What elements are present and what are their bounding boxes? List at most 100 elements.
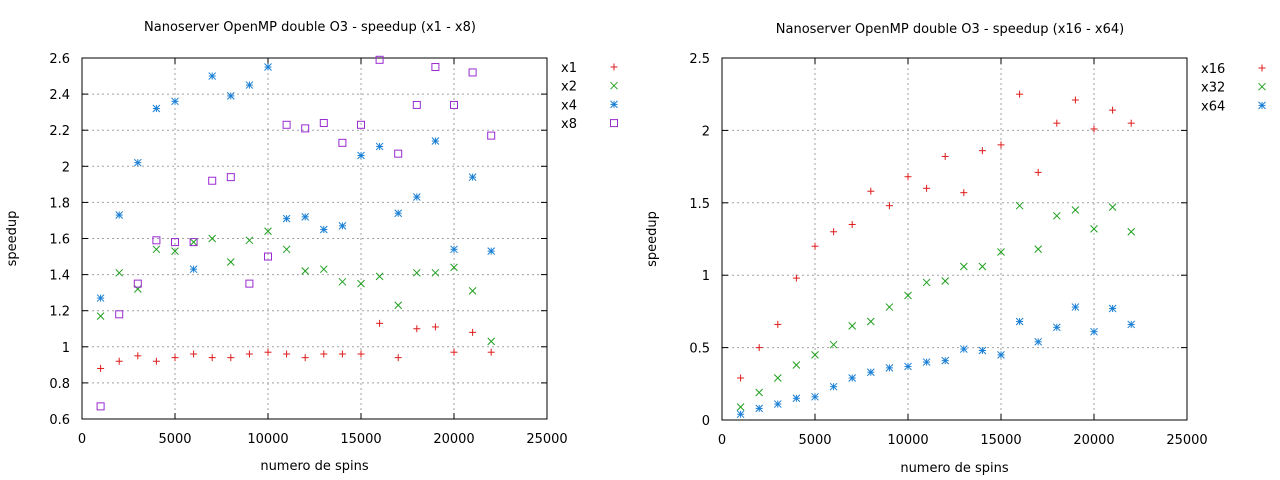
data-point-x8 (245, 279, 254, 288)
data-point-x2 (319, 265, 328, 274)
data-point-x32 (811, 350, 819, 359)
data-point-x4 (208, 72, 217, 80)
data-point-x32 (866, 317, 875, 326)
data-point-x4 (152, 104, 161, 113)
data-point-x8 (431, 63, 440, 72)
y-tick-label: 0 (702, 414, 710, 429)
data-point-x2 (171, 247, 179, 255)
legend-marker-x1 (610, 63, 618, 71)
y-tick-label: 0.8 (49, 377, 70, 392)
data-point-x64 (1071, 303, 1080, 311)
data-point-x16 (978, 147, 986, 155)
data-point-x16 (811, 242, 819, 250)
series-x16 (737, 90, 1135, 382)
data-point-x8 (394, 149, 403, 158)
data-point-x16 (1071, 96, 1079, 104)
x-axis-label: numero de spins (900, 461, 1009, 476)
x-tick-label: 15000 (340, 432, 381, 447)
data-point-x1 (338, 350, 346, 358)
data-point-x2 (301, 267, 310, 275)
chart-title: Nanoserver OpenMP double O3 - speedup (x… (776, 22, 1124, 37)
data-point-x2 (450, 263, 458, 272)
data-point-x32 (1127, 227, 1136, 236)
data-point-x4 (338, 222, 347, 230)
y-tick-label: 1.6 (49, 233, 70, 248)
chart-left: 0 5000 10000 15000 20000 25000 0.6 0.8 1 1.2 1.4 1.… (5, 20, 618, 474)
data-point-x64 (885, 364, 894, 372)
data-point-x1 (431, 323, 439, 331)
x-tick-label: 0 (78, 432, 86, 447)
data-point-x32 (904, 291, 912, 300)
data-point-x2 (282, 245, 291, 254)
data-point-x16 (904, 173, 912, 181)
data-point-x8 (264, 252, 272, 261)
data-point-x1 (97, 364, 105, 372)
data-point-x64 (1090, 327, 1098, 336)
series-x8 (96, 55, 496, 411)
data-point-x8 (171, 238, 179, 247)
data-point-x64 (773, 400, 782, 408)
data-point-x1 (115, 357, 123, 365)
series-x64 (736, 303, 1136, 419)
data-point-x64 (866, 368, 875, 377)
x-tick-label: 10000 (887, 433, 928, 448)
data-point-x32 (829, 340, 838, 349)
data-point-x4 (319, 225, 328, 234)
series-x1 (97, 319, 495, 372)
data-point-x1 (469, 328, 477, 336)
data-point-x1 (171, 354, 179, 362)
data-point-x8 (96, 402, 105, 411)
data-point-x64 (1108, 304, 1117, 313)
legend-marker-x16 (1258, 64, 1266, 72)
data-point-x1 (264, 348, 272, 356)
data-point-x2 (189, 238, 198, 246)
data-point-x64 (1034, 337, 1043, 346)
data-point-x4 (226, 92, 235, 100)
data-point-x2 (264, 227, 272, 236)
data-point-x4 (264, 63, 272, 71)
data-point-x64 (755, 404, 764, 413)
data-point-x4 (412, 193, 421, 201)
data-point-x16 (1090, 125, 1098, 133)
data-point-x1 (134, 352, 142, 360)
y-tick-label: 1 (702, 269, 710, 284)
data-point-x64 (736, 410, 745, 419)
data-point-x2 (487, 337, 496, 346)
data-point-x4 (171, 97, 179, 106)
legend: x1 x2 x4 x8 (561, 61, 618, 132)
data-point-x16 (737, 374, 745, 382)
data-point-x1 (320, 350, 328, 358)
data-point-x32 (736, 403, 745, 411)
data-point-x1 (487, 348, 495, 356)
data-point-x64 (1052, 323, 1061, 332)
data-point-x4 (96, 294, 105, 302)
data-point-x2 (152, 245, 161, 254)
y-tick-label: 2.5 (689, 52, 710, 67)
data-point-x2 (338, 277, 347, 286)
data-point-x64 (997, 350, 1005, 359)
data-point-x32 (1015, 201, 1024, 210)
legend-label-x32: x32 (1201, 81, 1225, 96)
data-point-x16 (867, 187, 875, 195)
data-point-x32 (773, 374, 782, 382)
data-point-x32 (1052, 211, 1061, 220)
legend-marker-x8 (610, 119, 618, 128)
data-point-x32 (941, 277, 950, 285)
data-point-x32 (848, 322, 857, 330)
legend-label-x4: x4 (561, 98, 577, 113)
y-tick-label: 0.6 (49, 413, 70, 428)
y-axis-label: speedup (645, 211, 660, 267)
y-tick-label: 1.4 (49, 269, 70, 284)
data-point-x8 (487, 131, 496, 140)
data-point-x2 (133, 285, 142, 293)
x-axis-label: numero de spins (260, 459, 369, 474)
data-point-x16 (1127, 119, 1135, 127)
data-point-x16 (941, 152, 949, 160)
data-point-x2 (357, 279, 365, 288)
legend-marker-x4 (610, 100, 618, 109)
data-point-x2 (208, 234, 217, 243)
data-point-x8 (338, 138, 347, 147)
data-point-x8 (375, 55, 384, 64)
data-point-x16 (1016, 90, 1024, 98)
x-tick-label: 5000 (158, 432, 191, 447)
